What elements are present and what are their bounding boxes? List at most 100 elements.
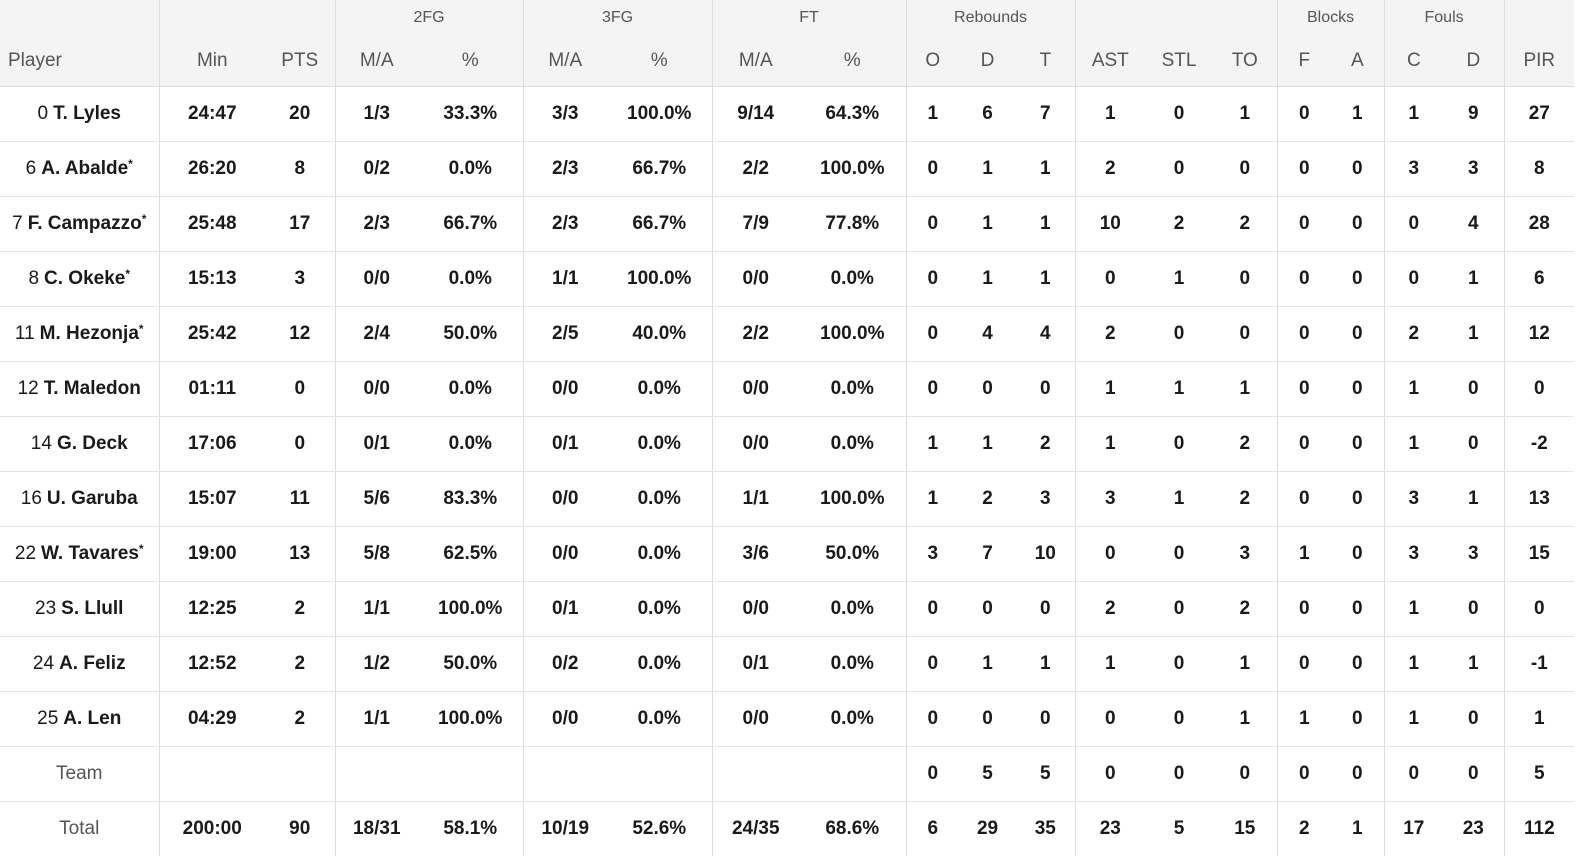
player-name-link[interactable]: T. Lyles: [53, 103, 122, 124]
summary-label: Team: [0, 746, 159, 802]
player-name-link[interactable]: G. Deck: [56, 433, 128, 454]
blk-a-cell: 0: [1331, 416, 1385, 472]
reb-d-cell: 1: [959, 416, 1017, 472]
reb-t-cell: 35: [1034, 818, 1056, 839]
header-2fg-pct[interactable]: %: [418, 35, 523, 87]
foul-c-cell: 3: [1383, 141, 1444, 197]
player-cell: 0 T. Lyles: [0, 86, 159, 142]
stl-cell: 0: [1145, 416, 1214, 472]
group-spacer: [1074, 0, 1278, 35]
player-name-link[interactable]: M. Hezonja: [39, 323, 139, 344]
summary-row: Team 0 5 5 0 0 0 0 0 0 0 5: [0, 746, 1575, 802]
blk-a-cell: 0: [1331, 526, 1385, 582]
player-number: 23: [35, 598, 57, 619]
header-pts[interactable]: PTS: [265, 35, 335, 87]
header-reb-o[interactable]: O: [905, 35, 960, 87]
reb-t-cell: 3: [1016, 471, 1076, 527]
header-ft-pct[interactable]: %: [799, 35, 907, 87]
pts-cell: 11: [265, 471, 335, 527]
pir-cell: 28: [1503, 196, 1575, 252]
reb-t-cell: 1: [1016, 251, 1076, 307]
reb-d-cell: 1: [959, 636, 1017, 692]
player-number: 0: [37, 103, 49, 124]
player-name-link[interactable]: W. Tavares: [41, 543, 139, 564]
2fg-pct-cell: 0.0%: [418, 251, 523, 307]
pts-cell: 20: [265, 86, 335, 142]
header-reb-t[interactable]: T: [1016, 35, 1076, 87]
blk-f-cell: 0: [1276, 86, 1332, 142]
ft-ma-cell: 0/0: [711, 416, 799, 472]
header-2fg-ma[interactable]: M/A: [334, 35, 418, 87]
player-name-link[interactable]: C. Okeke: [44, 268, 126, 289]
player-number: 22: [14, 543, 37, 564]
player-name-link[interactable]: A. Feliz: [59, 653, 126, 674]
foul-c-cell: 2: [1383, 306, 1444, 362]
header-stl[interactable]: STL: [1145, 35, 1214, 87]
2fg-ma-cell: 5/6: [334, 471, 418, 527]
header-3fg-pct[interactable]: %: [607, 35, 712, 87]
player-name-link[interactable]: S. Llull: [61, 598, 124, 619]
player-cell: 16 U. Garuba: [0, 471, 159, 527]
header-3fg-ma[interactable]: M/A: [522, 35, 607, 87]
ast-cell: 0: [1074, 526, 1146, 582]
stl-cell: 0: [1145, 636, 1214, 692]
2fg-ma-cell: 5/8: [334, 526, 418, 582]
player-name-link[interactable]: U. Garuba: [46, 488, 138, 509]
player-name-link[interactable]: A. Len: [63, 708, 122, 729]
blk-a-cell: 0: [1331, 196, 1385, 252]
header-foul-c[interactable]: C: [1383, 35, 1444, 87]
3fg-pct-cell: 0.0%: [607, 416, 712, 472]
to-cell: 15: [1234, 818, 1256, 839]
reb-t-cell: 0: [1016, 691, 1076, 747]
2fg-pct-cell: 100.0%: [418, 691, 523, 747]
blk-f-cell: 0: [1276, 471, 1332, 527]
ast-cell: 1: [1074, 361, 1146, 417]
foul-c-cell: 1: [1383, 361, 1444, 417]
pts-cell: 90: [289, 818, 311, 839]
player-name-link[interactable]: A. Abalde: [41, 158, 129, 179]
header-foul-d[interactable]: D: [1443, 35, 1505, 87]
ast-cell: 10: [1074, 196, 1146, 252]
header-player[interactable]: Player: [0, 35, 159, 87]
player-row: 24 A. Feliz 12:52 2 1/2 50.0% 0/2 0.0% 0/…: [0, 636, 1575, 692]
3fg-pct-cell: 0.0%: [607, 526, 712, 582]
blk-f-cell: 0: [1276, 141, 1332, 197]
to-cell: 2: [1213, 416, 1278, 472]
stl-cell: 2: [1145, 196, 1214, 252]
header-blk-a[interactable]: A: [1331, 35, 1385, 87]
3fg-pct-cell: 66.7%: [607, 141, 712, 197]
foul-d-cell: 1: [1443, 306, 1505, 362]
player-row: 6 A. Abalde* 26:20 8 0/2 0.0% 2/3 66.7% 2…: [0, 141, 1575, 197]
starter-marker: *: [138, 542, 144, 556]
min-cell: 01:11: [158, 361, 265, 417]
2fg-pct-cell: 83.3%: [418, 471, 523, 527]
player-cell: 25 A. Len: [0, 691, 159, 747]
2fg-pct-cell: 0.0%: [418, 416, 523, 472]
player-name-link[interactable]: T. Maledon: [43, 378, 141, 399]
starter-marker: *: [125, 267, 131, 281]
group-blocks: Blocks: [1276, 0, 1385, 35]
3fg-pct-cell: 0.0%: [607, 581, 712, 637]
player-name-link[interactable]: F. Campazzo: [27, 213, 142, 234]
foul-d-cell: 0: [1443, 746, 1505, 802]
2fg-ma-cell: 1/1: [334, 691, 418, 747]
header-reb-d[interactable]: D: [959, 35, 1017, 87]
player-rows: 0 T. Lyles 24:47 20 1/3 33.3% 3/3 100.0% …: [0, 86, 1575, 856]
stl-cell: 0: [1145, 581, 1214, 637]
header-ast[interactable]: AST: [1074, 35, 1146, 87]
header-to[interactable]: TO: [1213, 35, 1278, 87]
ft-ma-cell: 0/1: [711, 636, 799, 692]
header-ft-ma[interactable]: M/A: [711, 35, 799, 87]
pir-cell: -1: [1503, 636, 1575, 692]
blk-f-cell: 0: [1276, 196, 1332, 252]
header-min[interactable]: Min: [158, 35, 265, 87]
pts-cell: 8: [265, 141, 335, 197]
reb-o-cell: 1: [905, 471, 960, 527]
stl-cell: 1: [1145, 471, 1214, 527]
starter-marker: *: [138, 322, 144, 336]
header-blk-f[interactable]: F: [1276, 35, 1332, 87]
group-ft: FT: [711, 0, 907, 35]
header-pir[interactable]: PIR: [1503, 35, 1575, 87]
reb-o-cell: 0: [905, 691, 960, 747]
